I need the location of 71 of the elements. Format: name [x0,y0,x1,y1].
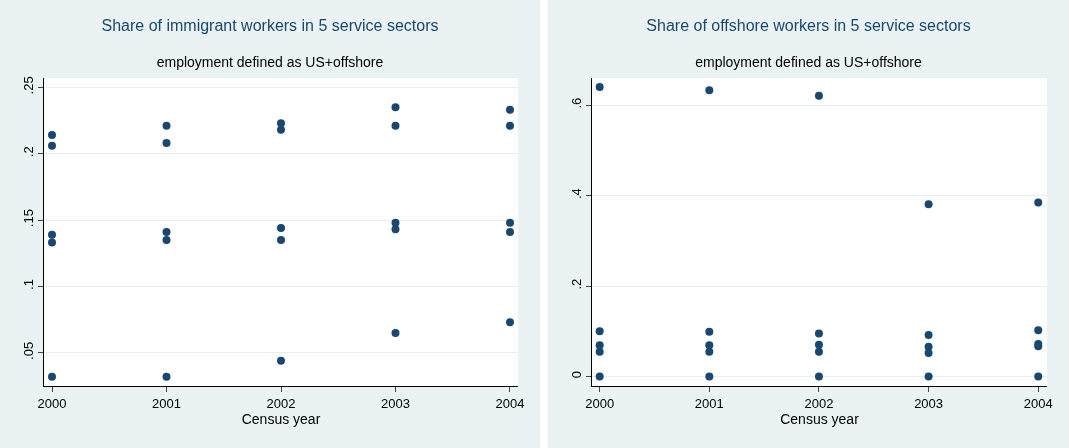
point [595,83,604,92]
y-tick-label: .2 [20,146,36,158]
point [48,131,57,140]
point [277,235,285,244]
point [391,225,400,234]
chart-title: Share of immigrant workers in 5 service sectors [101,17,439,35]
point [277,125,285,134]
y-tick-label: .1 [20,279,36,290]
x-tick-label: 2000 [37,395,67,411]
x-tick-label: 2001 [152,395,181,411]
x-tick-label: 2004 [1023,395,1053,411]
y-tick-label: .4 [568,188,584,200]
y-tick-label: .2 [568,278,584,290]
point [814,329,823,338]
y-tick-label: 0 [568,370,584,379]
x-axis-title: Census year [780,410,860,427]
point [48,141,57,150]
point [277,224,285,233]
point [924,372,933,381]
x-tick-label: 2001 [694,395,724,411]
point [162,228,171,236]
point [705,347,714,356]
point [391,328,400,337]
point [505,228,514,236]
y-tick-label: .05 [20,341,36,360]
y-tick-label: .25 [20,76,36,95]
point [705,86,714,95]
point [391,103,400,112]
chart-subtitle: employment defined as US+offshore [156,53,384,70]
point [1034,372,1043,381]
point [595,372,604,381]
point [1034,326,1043,335]
point [924,200,933,209]
point [814,340,823,349]
point [505,318,514,327]
chart-subtitle: employment defined as US+offshore [695,53,923,70]
chart-title: Share of offshore workers in 5 service sectors [646,17,971,35]
x-tick-label: 2002 [266,395,296,411]
point [924,330,933,339]
y-tick-label: .15 [20,209,36,228]
point [814,91,823,100]
x-tick-label: 2004 [495,395,525,411]
point [705,372,714,381]
point [595,341,604,350]
point [505,121,514,130]
point [162,139,171,148]
point [48,238,57,247]
point [814,347,823,356]
point [162,235,171,244]
point [705,327,714,336]
point [1034,198,1043,207]
y-tick-label: .6 [568,97,584,109]
point [391,121,400,130]
point [277,119,285,128]
x-tick-label: 2000 [585,395,615,411]
x-tick-label: 2002 [804,395,834,411]
point [162,121,171,130]
point [277,356,285,365]
point [924,348,933,357]
point [48,372,57,381]
point [505,105,514,114]
point [814,372,823,381]
point [705,341,714,350]
point [595,347,604,356]
x-tick-label: 2003 [381,395,410,411]
x-axis-title: Census year [241,410,321,427]
point [48,230,57,239]
point [595,327,604,336]
point [505,218,514,227]
point [162,372,171,381]
x-tick-label: 2003 [914,395,944,411]
